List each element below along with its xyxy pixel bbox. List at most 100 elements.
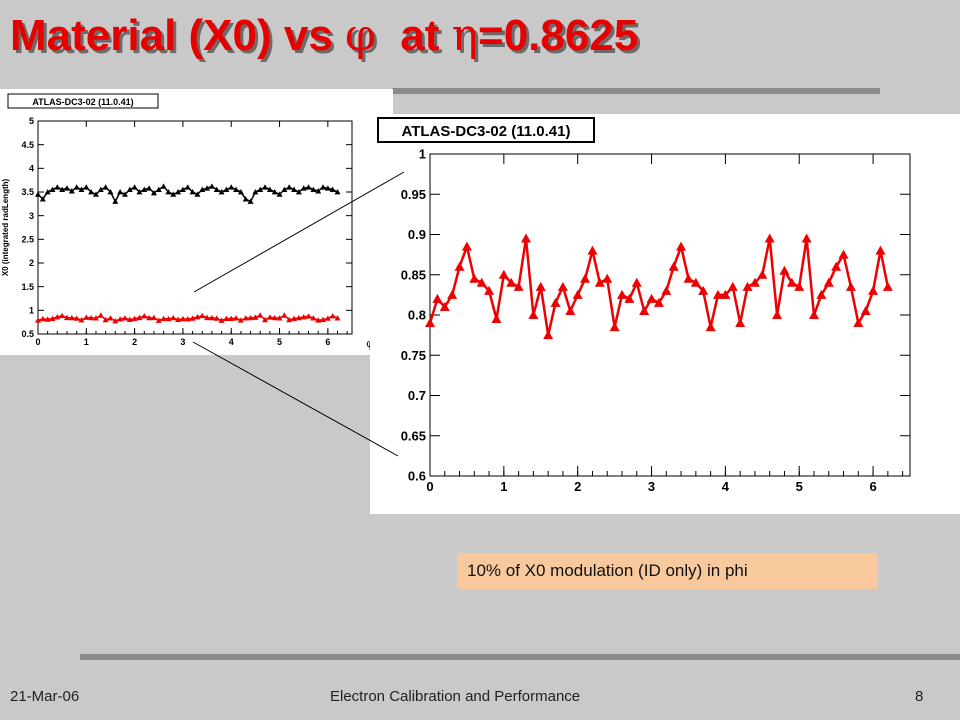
overview-series-0-point bbox=[150, 189, 157, 196]
zoom-series-0-point bbox=[809, 310, 819, 319]
zoom-series-0-point bbox=[587, 245, 598, 255]
overview-series-0-point bbox=[63, 185, 70, 191]
overview-series-1-point bbox=[73, 315, 80, 321]
zoom-series-0-point bbox=[683, 273, 694, 283]
zoom-title: ATLAS-DC3-02 (11.0.41) bbox=[402, 123, 571, 140]
zoom-series-0-point bbox=[779, 265, 790, 275]
zoom-series-0-point bbox=[668, 261, 679, 271]
zoom-series-0-point bbox=[521, 233, 531, 243]
overview-series-1-point bbox=[276, 315, 283, 321]
zoom-series-0-point bbox=[550, 297, 561, 307]
overview-series-0-point bbox=[175, 189, 182, 195]
zoom-series-0-point bbox=[631, 277, 642, 287]
overview-series-0-point bbox=[170, 191, 177, 197]
zoom-series-0-point bbox=[528, 310, 539, 319]
zoom-series-0-point bbox=[653, 297, 664, 307]
zoom-plot-panel: ATLAS-DC3-02 (11.0.41) 0 1 2 3 4 5 6 0.6 0.65 0.7 0… bbox=[370, 114, 960, 514]
overview-series-0-point bbox=[179, 186, 186, 193]
overview-series-0-point bbox=[262, 184, 269, 190]
footer-divider bbox=[80, 654, 960, 660]
overview-series-1-point bbox=[44, 316, 51, 322]
overview-series-1-point bbox=[305, 313, 312, 319]
overview-series-0-point bbox=[286, 184, 293, 190]
zoom-series-0-point bbox=[624, 293, 635, 303]
phi-symbol: φ bbox=[345, 10, 376, 61]
zoom-y-tick-label: 0.85 bbox=[401, 267, 426, 282]
overview-series-1-point bbox=[107, 315, 114, 321]
overview-series-0-point bbox=[117, 189, 124, 195]
overview-series-0-point bbox=[165, 189, 172, 195]
overview-series-1-point bbox=[184, 316, 191, 322]
zoom-series-0-point bbox=[513, 281, 524, 291]
zoom-series-0-point bbox=[602, 273, 613, 283]
overview-y-tick-label: 5 bbox=[29, 116, 34, 126]
overview-series-0-point bbox=[126, 186, 133, 193]
overview-series-1-point bbox=[266, 314, 273, 320]
zoom-series-0-point bbox=[831, 261, 842, 271]
overview-series-1-point bbox=[262, 316, 269, 323]
overview-series-0-point bbox=[112, 198, 119, 204]
zoom-y-tick-label: 0.75 bbox=[401, 348, 426, 363]
overview-series-1-point bbox=[170, 314, 177, 321]
title-divider bbox=[392, 88, 880, 94]
overview-series-0-point bbox=[102, 184, 109, 190]
zoom-x-tick-label: 1 bbox=[500, 479, 507, 494]
zoom-series-0-point bbox=[735, 318, 746, 328]
overview-series-1-point bbox=[141, 313, 148, 319]
zoom-series-0-point bbox=[772, 310, 783, 319]
overview-y-tick-label: 3 bbox=[29, 211, 34, 221]
overview-x-tick-label: 3 bbox=[180, 337, 185, 347]
zoom-series-0-point bbox=[853, 318, 864, 328]
overview-series-0-point bbox=[68, 188, 75, 194]
overview-y-tick-label: 3.5 bbox=[21, 187, 34, 197]
modulation-note: 10% of X0 modulation (ID only) in phi bbox=[457, 553, 878, 589]
zoom-y-tick-label: 0.9 bbox=[408, 227, 426, 242]
overview-series-1-point bbox=[247, 314, 254, 321]
overview-series-1-point bbox=[194, 313, 201, 320]
overview-series-1-point bbox=[35, 317, 41, 323]
zoom-series-0-point bbox=[816, 289, 827, 299]
overview-series-1-point bbox=[136, 314, 143, 321]
overview-frame bbox=[37, 120, 353, 335]
zoom-series-0-point bbox=[882, 281, 893, 291]
overview-y-tick-label: 1.5 bbox=[21, 282, 34, 292]
overview-series-0-point bbox=[121, 191, 128, 197]
overview-plot-panel: ATLAS-DC3-02 (11.0.41) 0 1 2 3 4 5 6 0.5 1 1.5 2 2.5… bbox=[0, 89, 393, 355]
zoom-series-0-point bbox=[698, 285, 709, 295]
zoom-series-0-point bbox=[476, 277, 487, 287]
overview-series-0-point bbox=[35, 191, 41, 197]
zoom-series-0-point bbox=[461, 241, 472, 251]
zoom-series-0-point bbox=[639, 305, 650, 315]
overview-series-1-point bbox=[334, 315, 341, 321]
overview-series-1-point bbox=[329, 313, 336, 319]
overview-series-1-point bbox=[83, 314, 90, 320]
overview-series-1-point bbox=[68, 314, 75, 321]
overview-title: ATLAS-DC3-02 (11.0.41) bbox=[32, 97, 133, 107]
overview-series-0-point bbox=[59, 186, 66, 193]
overview-series-1-point bbox=[131, 315, 138, 322]
overview-series-1-point bbox=[208, 314, 215, 321]
overview-y-tick-label: 0.5 bbox=[21, 329, 34, 339]
zoom-x-tick-label: 0 bbox=[426, 479, 433, 494]
zoom-series-0-point bbox=[469, 273, 480, 283]
zoom-series-0-point bbox=[860, 305, 871, 315]
zoom-connector-lower bbox=[192, 341, 399, 457]
title-text-post: =0.8625 bbox=[478, 11, 639, 60]
zoom-series-0-point bbox=[794, 281, 805, 291]
overview-series-1-point bbox=[179, 315, 186, 322]
zoom-series-0-point bbox=[557, 281, 568, 291]
overview-y-tick-label: 4 bbox=[29, 163, 34, 173]
overview-x-tick-label: 1 bbox=[84, 337, 89, 347]
overview-series-0-point bbox=[107, 189, 114, 195]
zoom-series-0-point bbox=[617, 289, 627, 299]
overview-series-1-point bbox=[49, 315, 56, 322]
zoom-series-0-point bbox=[543, 330, 554, 340]
zoom-frame bbox=[429, 153, 911, 477]
title-text-mid: at bbox=[375, 11, 452, 60]
zoom-series-0-point bbox=[439, 301, 450, 311]
zoom-series-0-point bbox=[875, 245, 886, 255]
zoom-series-0-point bbox=[484, 285, 495, 295]
zoom-series-0-point bbox=[661, 285, 672, 295]
zoom-series-0-point bbox=[594, 277, 605, 287]
overview-series-0-point bbox=[92, 191, 99, 197]
